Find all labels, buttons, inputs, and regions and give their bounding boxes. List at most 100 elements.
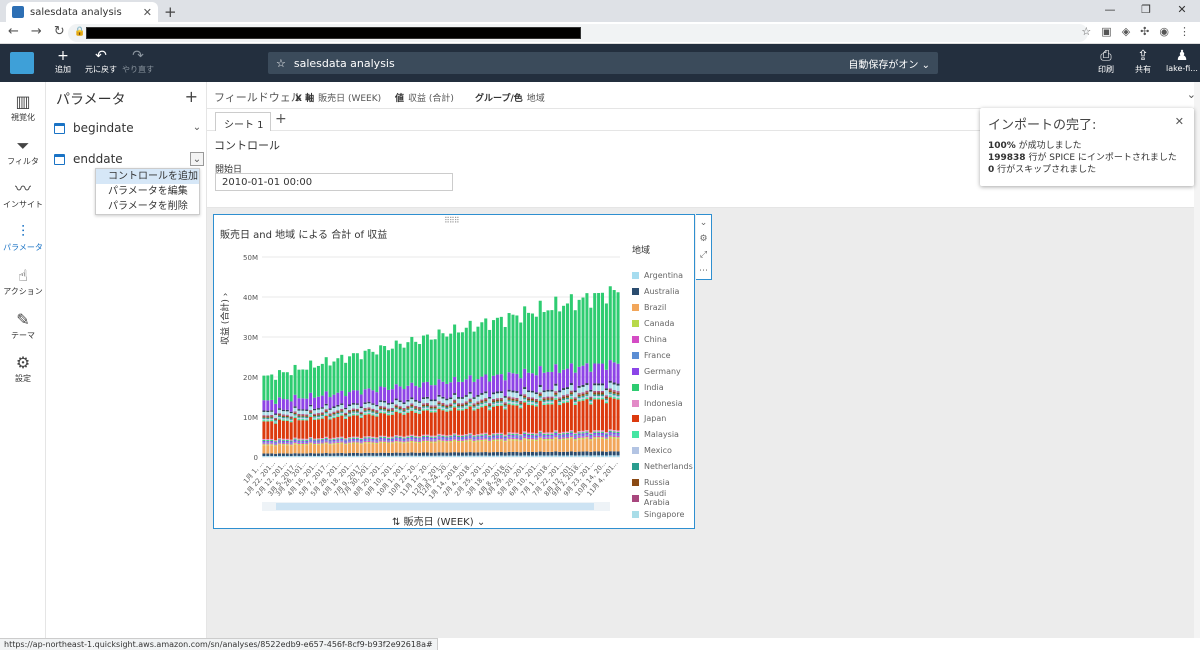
forward-icon[interactable]: → xyxy=(30,24,42,39)
legend-item[interactable]: China xyxy=(632,332,694,348)
legend-item[interactable]: Australia xyxy=(632,284,694,300)
bar-segment xyxy=(445,405,449,408)
sheet-tab[interactable]: シート 1 ⌄ xyxy=(215,112,271,142)
add-button[interactable]: + 追加 xyxy=(55,48,71,74)
bar-segment xyxy=(293,438,297,440)
share-button[interactable]: ⇪ 共有 xyxy=(1135,48,1151,74)
nav-insights[interactable]: 〰インサイト xyxy=(0,179,46,210)
bar-segment xyxy=(355,443,359,453)
profile-icon[interactable]: ◉ xyxy=(1159,25,1169,38)
url-box[interactable]: 🔒 xyxy=(68,24,1088,42)
bar-segment xyxy=(344,417,348,419)
menu-item-edit-parameter[interactable]: パラメータを編集 xyxy=(108,186,188,197)
chart-scrollbar-thumb[interactable] xyxy=(276,503,594,510)
add-parameter-button[interactable]: + xyxy=(184,87,198,106)
legend-item[interactable]: Netherlands xyxy=(632,459,694,475)
add-sheet-button[interactable]: + xyxy=(275,111,287,127)
nav-filter[interactable]: ⏷ フィルタ xyxy=(0,136,46,167)
restore-icon[interactable]: ❐ xyxy=(1141,3,1151,16)
collapse-icon[interactable]: ⌄ xyxy=(699,218,708,228)
reload-icon[interactable]: ↻ xyxy=(53,24,65,39)
legend-item[interactable]: Brazil xyxy=(632,300,694,316)
extension-icon[interactable]: ◈ xyxy=(1121,25,1131,38)
drag-handle-icon[interactable]: ⠿⠿⠿ xyxy=(444,216,460,225)
bar-segment xyxy=(472,381,476,398)
close-icon[interactable]: ✕ xyxy=(1174,115,1184,128)
analysis-title[interactable]: salesdata analysis xyxy=(293,56,395,70)
favorite-star-icon[interactable]: ☆ xyxy=(276,56,286,70)
nav-actions[interactable]: ☝ アクション xyxy=(0,266,46,297)
user-menu[interactable]: ♟ lake-fi... xyxy=(1166,48,1198,73)
legend-item[interactable]: Saudi Arabia xyxy=(632,489,694,507)
nav-themes[interactable]: ✎ テーマ xyxy=(0,310,46,341)
analysis-title-bar[interactable]: ☆ salesdata analysis 自動保存がオン ⌄ xyxy=(268,52,938,74)
bar-segment xyxy=(573,439,577,441)
bar-segment xyxy=(418,412,422,414)
browser-tab[interactable]: salesdata analysis ✕ xyxy=(6,2,158,22)
kebab-menu-icon[interactable]: ⋮ xyxy=(1179,25,1190,38)
nav-settings[interactable]: ⚙ 設定 xyxy=(0,353,46,384)
legend-item[interactable]: Malaysia xyxy=(632,427,694,443)
scrollbar[interactable] xyxy=(1194,82,1200,638)
calendar-icon xyxy=(54,153,65,165)
legend-item[interactable]: Canada xyxy=(632,316,694,332)
close-tab-icon[interactable]: ✕ xyxy=(142,5,152,19)
x-axis-well[interactable]: X 軸販売日 (WEEK) xyxy=(295,94,382,104)
new-tab-icon[interactable]: + xyxy=(164,3,177,21)
bar-segment xyxy=(581,432,585,434)
legend-item[interactable]: Singapore xyxy=(632,506,694,522)
undo-button[interactable]: ↶ 元に戻す xyxy=(85,48,117,74)
bar-segment xyxy=(523,436,527,439)
chevron-down-icon[interactable]: ⌄ xyxy=(192,122,202,133)
back-icon[interactable]: ← xyxy=(8,24,19,39)
minimize-icon[interactable]: — xyxy=(1104,3,1116,16)
autosave-toggle[interactable]: 自動保存がオン ⌄ xyxy=(848,59,930,71)
menu-item-add-control[interactable]: コントロールを追加 xyxy=(96,169,199,184)
bar-segment xyxy=(421,437,426,439)
collapse-chevron-icon[interactable]: ⌄ xyxy=(1186,88,1196,101)
menu-item-delete-parameter[interactable]: パラメータを削除 xyxy=(108,201,188,212)
legend-item[interactable]: Russia xyxy=(632,475,694,491)
chevron-down-icon[interactable]: ⌄ xyxy=(476,517,486,528)
legend-item[interactable]: Indonesia xyxy=(632,395,694,411)
value-well[interactable]: 値収益 (合計) xyxy=(395,94,454,104)
legend-item[interactable]: Mexico xyxy=(632,443,694,459)
extension-icon[interactable]: ▣ xyxy=(1101,25,1112,38)
bar-segment xyxy=(484,393,488,399)
legend-item[interactable]: India xyxy=(632,379,694,395)
nav-parameters[interactable]: ⫶ パラメータ xyxy=(0,222,46,253)
close-window-icon[interactable]: ✕ xyxy=(1177,3,1187,16)
legend-item[interactable]: France xyxy=(632,347,694,363)
bar-segment xyxy=(600,397,605,400)
legend-item[interactable]: South Korea xyxy=(632,522,694,525)
puzzle-icon[interactable]: ✣ xyxy=(1140,25,1150,38)
bar-segment xyxy=(503,405,507,407)
more-icon[interactable]: ⋯ xyxy=(699,266,708,276)
bar-segment xyxy=(608,390,612,393)
star-icon[interactable]: ☆ xyxy=(1081,25,1092,38)
bar-segment xyxy=(379,452,383,456)
bar-segment xyxy=(351,409,355,412)
bar-segment xyxy=(507,404,511,433)
chevron-down-icon[interactable]: ⌄ xyxy=(190,152,204,166)
parameter-item-enddate[interactable]: enddate ⌄ xyxy=(54,150,204,168)
parameter-item-begindate[interactable]: begindate ⌄ xyxy=(54,119,204,137)
group-color-well[interactable]: グループ/色 地域 xyxy=(475,94,545,104)
legend-item[interactable]: Argentina xyxy=(632,268,694,284)
nav-visualize[interactable]: ▥ 視覚化 xyxy=(0,92,46,123)
begin-date-input[interactable]: 2010-01-01 00:00 xyxy=(215,173,453,191)
bar-segment xyxy=(484,432,488,435)
sort-icon[interactable]: ⇅ xyxy=(392,517,401,528)
gear-icon[interactable]: ⚙ xyxy=(699,234,708,244)
bar-segment xyxy=(464,402,468,405)
legend-item[interactable]: Japan xyxy=(632,411,694,427)
print-button[interactable]: ⎙ 印刷 xyxy=(1098,48,1114,74)
chart-scrollbar[interactable] xyxy=(262,502,610,511)
bar-segment xyxy=(441,402,445,405)
bar-segment xyxy=(612,431,616,433)
expand-icon[interactable]: ⤢ xyxy=(699,250,708,260)
quicksight-logo[interactable] xyxy=(10,52,34,74)
redo-button[interactable]: ↷ やり直す xyxy=(122,48,154,74)
legend-item[interactable]: Germany xyxy=(632,363,694,379)
